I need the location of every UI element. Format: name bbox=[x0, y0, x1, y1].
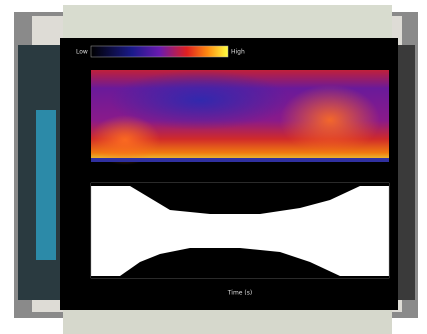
spectrogram-high-region bbox=[280, 85, 380, 155]
top-photo bbox=[63, 5, 392, 41]
colorbar-high-label: High bbox=[231, 49, 245, 56]
x-axis-label: Time (s) bbox=[227, 290, 252, 297]
right-photo bbox=[395, 45, 415, 300]
waveform bbox=[90, 182, 390, 279]
waveform-upper-gap bbox=[91, 183, 389, 214]
colorbar-low-label: Low bbox=[76, 49, 88, 56]
waveform-lower-gap bbox=[91, 248, 389, 278]
spectrogram-high-region bbox=[90, 115, 160, 165]
spectrogram-floor bbox=[91, 158, 389, 162]
bottle bbox=[36, 110, 56, 260]
colorbar bbox=[90, 45, 229, 58]
spectrogram-low-region bbox=[110, 70, 290, 130]
spectrogram bbox=[90, 70, 389, 165]
